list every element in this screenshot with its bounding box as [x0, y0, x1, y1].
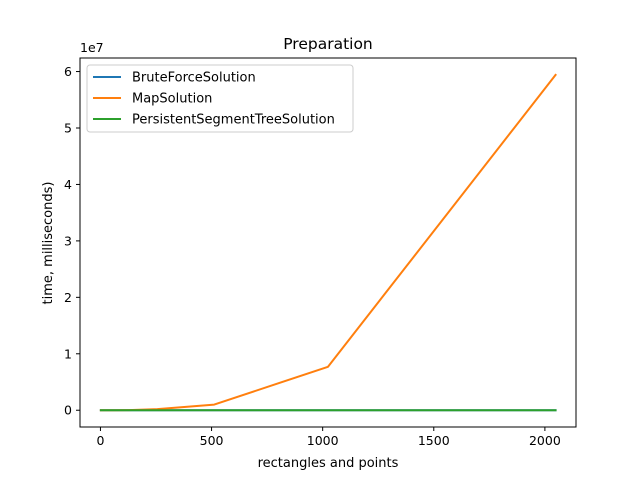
- x-tick-label: 500: [200, 433, 224, 448]
- y-tick-label: 2: [64, 290, 72, 305]
- x-tick-label: 1500: [418, 433, 450, 448]
- y-axis: 0 1 2 3 4 5 6: [64, 64, 80, 418]
- y-tick-label: 5: [64, 120, 72, 135]
- legend: BruteForceSolution MapSolution PersistentS…: [86, 64, 354, 133]
- legend-label: BruteForceSolution: [132, 71, 256, 86]
- y-tick-label: 4: [64, 177, 72, 192]
- x-tick-label: 0: [96, 433, 104, 448]
- plot-frame: [79, 57, 577, 428]
- y-tick-label: 1: [64, 346, 72, 361]
- y-offset-text: 1e7: [80, 40, 104, 55]
- legend-label: PersistentSegmentTreeSolution: [132, 113, 335, 128]
- y-axis-label: time, milliseconds): [41, 182, 56, 305]
- x-tick-label: 1000: [307, 433, 339, 448]
- y-tick-label: 3: [64, 233, 72, 248]
- x-axis-label: rectangles and points: [258, 456, 399, 471]
- y-tick-label: 6: [64, 64, 72, 79]
- y-tick-label: 0: [64, 403, 72, 418]
- legend-label: MapSolution: [132, 92, 212, 107]
- x-tick-label: 2000: [529, 433, 561, 448]
- legend-frame: [86, 64, 354, 133]
- x-axis: 0 500 1000 1500 2000: [96, 427, 561, 448]
- series-lines: [99, 73, 557, 412]
- chart-title: Preparation: [283, 35, 373, 53]
